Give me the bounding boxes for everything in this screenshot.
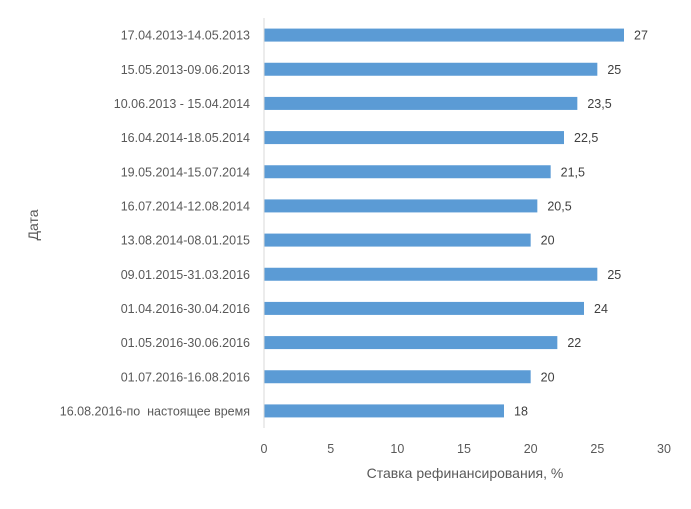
value-label-4: 22,5 [574, 131, 598, 145]
x-tick-label-30: 30 [657, 442, 671, 456]
value-label-11: 20 [541, 370, 555, 384]
x-tick-label-20: 20 [524, 442, 538, 456]
bar-2 [264, 62, 598, 76]
category-label-12: 16.08.2016-по настоящее время [60, 404, 250, 418]
x-axis-title: Ставка рефинансирования, % [367, 465, 564, 481]
category-label-3: 10.06.2013 - 15.04.2014 [114, 97, 250, 111]
x-tick-label-0: 0 [261, 442, 268, 456]
value-label-12: 18 [514, 404, 528, 418]
category-label-4: 16.04.2014-18.05.2014 [121, 131, 250, 145]
bar-5 [264, 165, 551, 179]
category-label-5: 19.05.2014-15.07.2014 [121, 165, 250, 179]
x-tick-label-5: 5 [327, 442, 334, 456]
value-label-9: 24 [594, 302, 608, 316]
category-label-7: 13.08.2014-08.01.2015 [121, 234, 250, 248]
category-label-9: 01.04.2016-30.04.2016 [121, 302, 250, 316]
bar-3 [264, 96, 578, 110]
y-axis-title: Дата [25, 209, 41, 240]
labels-layer: 17.04.2013-14.05.2013 27 15.05.2013-09.06.… [60, 29, 648, 419]
value-label-2: 25 [607, 63, 621, 77]
bar-1 [264, 28, 624, 42]
category-label-8: 09.01.2015-31.03.2016 [121, 268, 250, 282]
bar-4 [264, 131, 564, 145]
bar-12 [264, 404, 504, 418]
value-label-8: 25 [607, 268, 621, 282]
bar-9 [264, 301, 584, 315]
bars-layer [264, 28, 624, 418]
value-label-3: 23,5 [587, 97, 611, 111]
category-label-2: 15.05.2013-09.06.2013 [121, 63, 250, 77]
x-tick-label-10: 10 [390, 442, 404, 456]
value-label-1: 27 [634, 29, 648, 43]
x-tick-label-15: 15 [457, 442, 471, 456]
bar-8 [264, 267, 598, 281]
category-label-6: 16.07.2014-12.08.2014 [121, 199, 250, 213]
category-label-1: 17.04.2013-14.05.2013 [121, 29, 250, 43]
value-label-5: 21,5 [561, 165, 585, 179]
axis-layer: 0 5 10 15 20 25 30 [261, 18, 671, 456]
bar-7 [264, 233, 531, 247]
bar-11 [264, 370, 531, 384]
bar-10 [264, 336, 558, 350]
value-label-7: 20 [541, 234, 555, 248]
category-label-10: 01.05.2016-30.06.2016 [121, 336, 250, 350]
value-label-6: 20,5 [547, 199, 571, 213]
bar-6 [264, 199, 538, 213]
category-label-11: 01.07.2016-16.08.2016 [121, 370, 250, 384]
x-tick-label-25: 25 [590, 442, 604, 456]
value-label-10: 22 [567, 336, 581, 350]
